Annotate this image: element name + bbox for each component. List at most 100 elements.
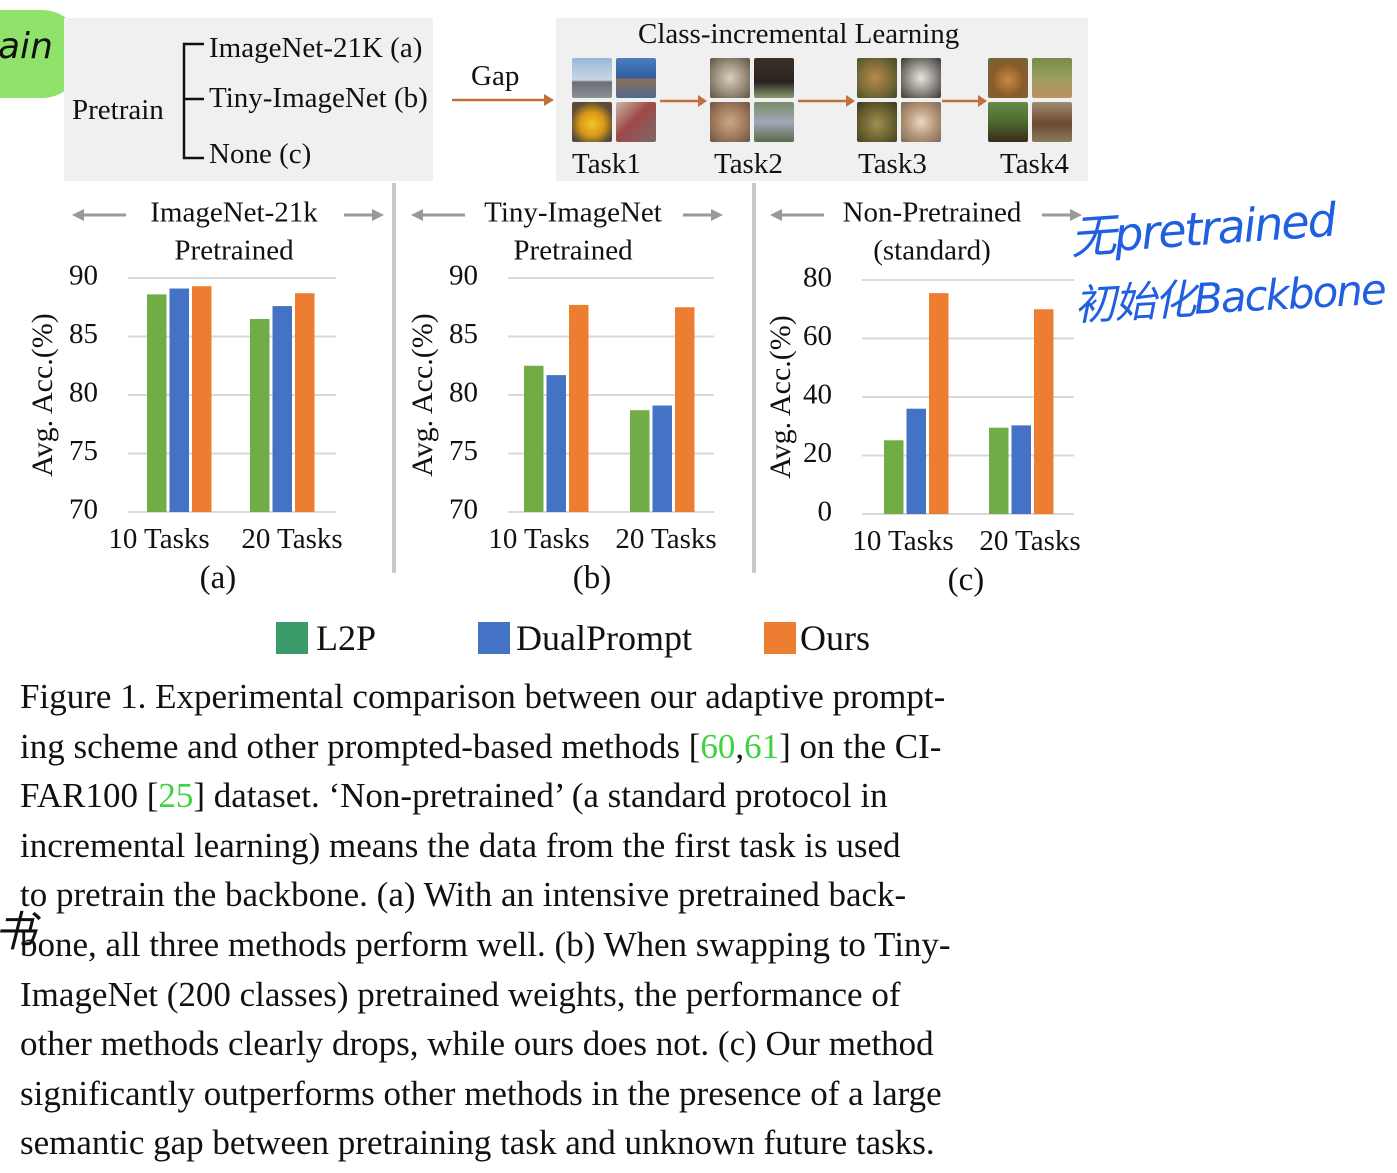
y-tick-label: 80 xyxy=(69,377,98,409)
gap-label: Gap xyxy=(471,60,520,92)
task2-label: Task2 xyxy=(714,148,783,180)
chart-title: ImageNet-21k xyxy=(150,197,318,229)
y-axis-label: Avg. Acc.(%) xyxy=(26,313,59,477)
caption-text: ing scheme and other prompted-based meth… xyxy=(20,726,701,766)
handwriting-line1: 无pretrained xyxy=(1068,192,1337,265)
task4-image-deer xyxy=(988,58,1028,98)
separator-2 xyxy=(752,183,756,573)
bar-l2p xyxy=(524,365,544,512)
caption-text: ] on the CI- xyxy=(779,726,942,766)
y-tick-label: 20 xyxy=(803,437,832,469)
chart-title: Tiny-ImageNet xyxy=(484,197,662,229)
legend-swatch-l2p xyxy=(276,622,308,654)
bar-ours xyxy=(192,286,212,512)
legend-swatch-dualprompt xyxy=(478,622,510,654)
y-tick-label: 75 xyxy=(69,435,98,467)
y-tick-label: 40 xyxy=(803,379,832,411)
caption-line-2: ing scheme and other prompted-based meth… xyxy=(20,722,1092,772)
separator-1 xyxy=(392,183,396,573)
bar-ours xyxy=(929,293,949,514)
x-category-label: 20 Tasks xyxy=(615,523,716,555)
caption-line-4: incremental learning) means the data fro… xyxy=(20,825,901,865)
pretrain-label: Pretrain xyxy=(72,94,164,126)
task3-image-deer xyxy=(857,58,897,98)
task1-image-airplane xyxy=(572,58,612,98)
handwriting-line2: 初始化Backbone xyxy=(1072,264,1386,330)
bar-dualprompt xyxy=(546,375,566,512)
title-arrow-right-head xyxy=(711,209,723,221)
bar-dualprompt xyxy=(1011,425,1031,514)
y-tick-label: 80 xyxy=(449,377,478,409)
bar-ours xyxy=(569,304,589,512)
citation-link[interactable]: 61 xyxy=(744,726,780,766)
charts: ImageNet-21k Pretrained 70 75 80 85 90 Avg. Acc… xyxy=(26,197,1082,598)
y-tick-label: 60 xyxy=(803,320,832,352)
task4-image-antelope xyxy=(1032,58,1072,98)
task1-image-truck xyxy=(616,102,656,142)
gap-arrow xyxy=(452,94,554,106)
task-arrows xyxy=(660,95,987,107)
y-tick-label: 70 xyxy=(449,494,478,526)
pretrain-option-a: ImageNet-21K (a) xyxy=(209,32,423,64)
chart-subtitle: Pretrained xyxy=(174,235,294,267)
task2-image-ostrich xyxy=(754,58,794,98)
bar-ours xyxy=(675,307,695,512)
task2-image-bird xyxy=(710,58,750,98)
caption-line-8: other methods clearly drops, while ours … xyxy=(20,1024,934,1064)
task-arrow-2-3 xyxy=(798,95,855,107)
caption-line-10: semantic gap between pretraining task an… xyxy=(20,1123,935,1163)
y-tick-label: 0 xyxy=(818,496,833,528)
y-tick-label: 85 xyxy=(449,318,478,350)
chart-sublabel: (b) xyxy=(573,560,611,596)
bar-dualprompt xyxy=(906,408,926,514)
legend-label-ours: Ours xyxy=(800,618,870,658)
handwriting-margin-mark: 书 xyxy=(0,898,36,959)
chart-sublabel: (c) xyxy=(948,562,985,598)
caption-line-1: Figure 1. Experimental comparison betwee… xyxy=(20,677,946,716)
figure-caption: Figure 1. Experimental comparison betwee… xyxy=(20,672,1092,1168)
task1-image-car xyxy=(572,102,612,142)
title-arrow-left-head xyxy=(411,209,423,221)
bar-dualprompt xyxy=(272,306,292,512)
chart-subtitle: Pretrained xyxy=(513,235,633,267)
chart-title: Non-Pretrained xyxy=(843,197,1022,229)
task3-label: Task3 xyxy=(858,148,927,180)
bar-l2p xyxy=(250,318,270,512)
task2-image-heron xyxy=(754,102,794,142)
chart-sublabel: (a) xyxy=(200,560,237,596)
legend-label-l2p: L2P xyxy=(316,618,377,658)
caption-text: , xyxy=(735,726,745,766)
title-arrow-left-head xyxy=(72,209,84,221)
title-arrow-left-head xyxy=(770,209,782,221)
citation-link[interactable]: 25 xyxy=(158,776,194,816)
caption-line-6: bone, all three methods perform well. (b… xyxy=(20,924,951,964)
title-arrow-right-head xyxy=(1070,209,1082,221)
citation-link[interactable]: 60 xyxy=(700,726,736,766)
pretrain-option-c: None (c) xyxy=(209,138,312,170)
bar-ours xyxy=(1034,309,1054,514)
cil-panel: Class-incremental Learning xyxy=(556,18,1088,181)
bar-dualprompt xyxy=(169,288,189,512)
task3-image-dog xyxy=(901,58,941,98)
bar-l2p xyxy=(884,440,904,514)
task-arrow-3-4 xyxy=(942,95,987,107)
bar-l2p xyxy=(630,410,650,512)
task4-image-rider xyxy=(1032,102,1072,142)
task1-label: Task1 xyxy=(572,148,641,180)
y-tick-label: 75 xyxy=(449,435,478,467)
caption-line-3: FAR100 [25] dataset. ‘Non-pretrained’ (a… xyxy=(20,771,1092,821)
y-axis-label: Avg. Acc.(%) xyxy=(764,315,797,479)
y-axis-label: Avg. Acc.(%) xyxy=(406,313,439,477)
chart-subtitle: (standard) xyxy=(873,235,991,267)
x-category-label: 10 Tasks xyxy=(108,523,209,555)
pretrain-bracket xyxy=(182,42,204,160)
legend-swatch-ours xyxy=(764,622,796,654)
y-tick-label: 90 xyxy=(69,260,98,292)
caption-line-5: to pretrain the backbone. (a) With an in… xyxy=(20,875,907,915)
x-category-label: 10 Tasks xyxy=(852,525,953,557)
y-tick-label: 90 xyxy=(449,260,478,292)
y-tick-label: 80 xyxy=(803,262,832,294)
caption-text: FAR100 [ xyxy=(20,776,159,816)
y-tick-label: 85 xyxy=(69,318,98,350)
bar-ours xyxy=(295,293,315,512)
